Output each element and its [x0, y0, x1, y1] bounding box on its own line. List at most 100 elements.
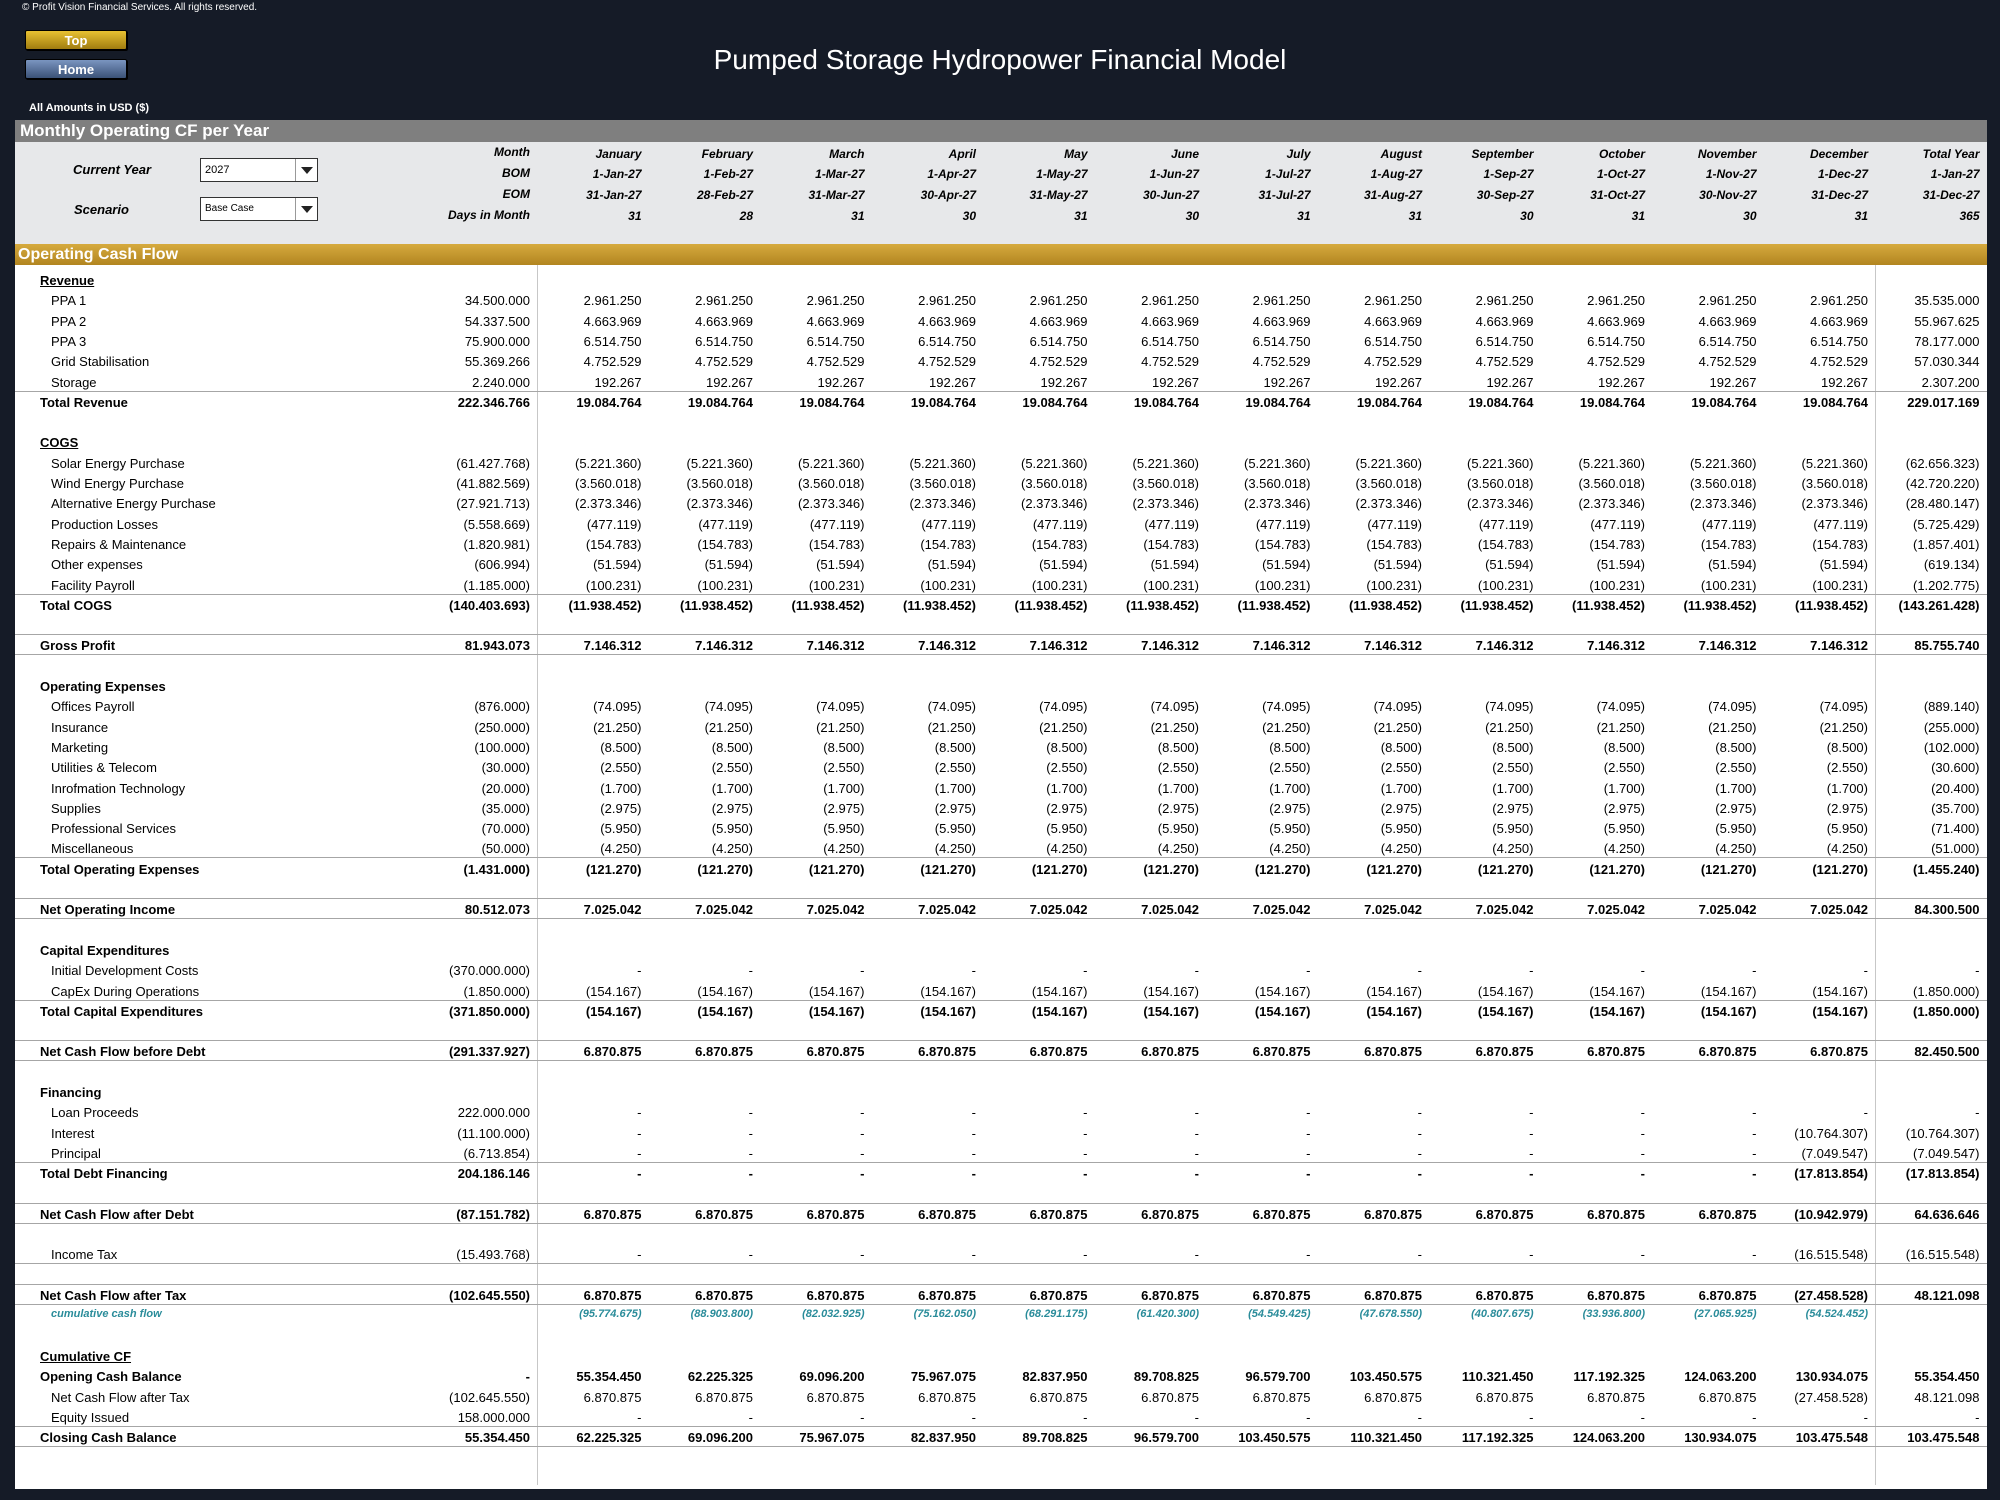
table-cell[interactable]: (100.231): [1254, 577, 1311, 593]
table-cell[interactable]: -: [1640, 1125, 1645, 1141]
table-cell[interactable]: (2.975): [600, 800, 642, 816]
table-cell[interactable]: (5.950): [823, 821, 865, 837]
table-cell[interactable]: 2.961.250: [1475, 293, 1534, 309]
table-cell[interactable]: (5.950): [1715, 821, 1757, 837]
table-cell[interactable]: 192.267: [817, 374, 865, 390]
table-cell[interactable]: 117.192.325: [1461, 1430, 1534, 1446]
table-cell[interactable]: (154.783): [697, 536, 753, 552]
table-cell[interactable]: (21.250): [1485, 719, 1534, 735]
table-cell[interactable]: (61.427.768): [456, 455, 530, 471]
table-cell[interactable]: (121.270): [1589, 861, 1645, 877]
table-cell[interactable]: 7.025.042: [1029, 902, 1088, 918]
table-cell[interactable]: -: [1194, 1247, 1199, 1263]
table-cell[interactable]: (21.250): [1596, 719, 1645, 735]
table-cell[interactable]: 7.025.042: [1698, 902, 1757, 918]
table-cell[interactable]: (1.700): [934, 780, 976, 796]
table-cell[interactable]: 4.663.969: [695, 313, 753, 329]
scenario-select[interactable]: Base Case: [200, 197, 318, 221]
table-cell[interactable]: 6.870.875: [1141, 1288, 1199, 1303]
table-cell[interactable]: 6.514.750: [695, 333, 753, 349]
table-cell[interactable]: 6.870.875: [1698, 1044, 1757, 1060]
table-cell[interactable]: 19.084.764: [1356, 394, 1422, 410]
table-cell[interactable]: (121.270): [808, 861, 865, 877]
table-cell[interactable]: (10.764.307): [1794, 1125, 1868, 1141]
table-cell[interactable]: 7.146.312: [583, 638, 642, 654]
table-cell[interactable]: (154.783): [1700, 536, 1757, 552]
table-cell[interactable]: (1.700): [1380, 780, 1422, 796]
table-cell[interactable]: (100.231): [697, 577, 753, 593]
table-cell[interactable]: (3.560.018): [1578, 476, 1646, 491]
table-cell[interactable]: -: [1194, 1145, 1199, 1161]
table-cell[interactable]: -: [748, 1105, 753, 1121]
table-cell[interactable]: 7.025.042: [1587, 902, 1645, 918]
table-cell[interactable]: (2.975): [823, 800, 865, 816]
table-cell[interactable]: 6.870.875: [806, 1044, 865, 1060]
table-cell[interactable]: (4.250): [1715, 841, 1757, 857]
table-cell[interactable]: 6.870.875: [695, 1288, 753, 1303]
table-cell[interactable]: 4.663.969: [583, 313, 642, 329]
table-cell[interactable]: (606.994): [474, 557, 530, 573]
table-cell[interactable]: (154.167): [1143, 1003, 1199, 1019]
table-cell[interactable]: 6.870.875: [1029, 1206, 1088, 1222]
table-cell[interactable]: (87.151.782): [456, 1206, 530, 1222]
table-cell[interactable]: 6.514.750: [1252, 333, 1311, 349]
table-cell[interactable]: 6.870.875: [1587, 1288, 1645, 1303]
table-cell[interactable]: (8.500): [1492, 739, 1534, 755]
table-cell[interactable]: 4.752.529: [695, 354, 753, 370]
table-cell[interactable]: (74.095): [1262, 699, 1311, 715]
table-cell[interactable]: -: [971, 1145, 976, 1161]
table-cell[interactable]: 2.961.250: [1698, 293, 1757, 309]
home-button[interactable]: Home: [25, 59, 127, 79]
table-cell[interactable]: (51.594): [1039, 557, 1088, 573]
table-cell[interactable]: (50.000): [481, 841, 530, 857]
table-cell[interactable]: (1.850.000): [463, 983, 531, 999]
table-cell[interactable]: (51.000): [1931, 841, 1980, 857]
table-cell[interactable]: 4.663.969: [1141, 313, 1199, 329]
table-cell[interactable]: (3.560.018): [1021, 476, 1088, 491]
table-cell[interactable]: (51.594): [816, 557, 865, 573]
table-cell[interactable]: (121.270): [920, 861, 976, 877]
table-cell[interactable]: (8.500): [934, 739, 976, 755]
table-cell[interactable]: -: [1306, 963, 1311, 979]
table-cell[interactable]: (54.549.425): [1248, 1308, 1311, 1321]
table-cell[interactable]: 6.870.875: [1141, 1044, 1199, 1060]
table-cell[interactable]: 48.121.098: [1914, 1389, 1980, 1405]
table-cell[interactable]: -: [1640, 1247, 1645, 1263]
table-cell[interactable]: 78.177.000: [1914, 333, 1980, 349]
table-cell[interactable]: 2.961.250: [1029, 293, 1088, 309]
table-cell[interactable]: -: [971, 1409, 976, 1425]
table-cell[interactable]: (51.594): [1596, 557, 1645, 573]
table-cell[interactable]: 4.663.969: [1364, 313, 1422, 329]
table-cell[interactable]: (21.250): [1262, 719, 1311, 735]
table-cell[interactable]: (100.231): [1589, 577, 1645, 593]
table-cell[interactable]: 117.192.325: [1573, 1369, 1645, 1385]
table-cell[interactable]: 7.146.312: [695, 638, 753, 654]
table-cell[interactable]: (11.938.452): [1125, 597, 1199, 613]
table-cell[interactable]: (154.167): [1366, 983, 1422, 999]
table-cell[interactable]: -: [1306, 1166, 1311, 1182]
table-cell[interactable]: (95.774.675): [579, 1308, 642, 1321]
table-cell[interactable]: -: [1194, 1409, 1199, 1425]
table-cell[interactable]: -: [1083, 1409, 1088, 1425]
table-cell[interactable]: (100.231): [920, 577, 976, 593]
table-cell[interactable]: (5.221.360): [1021, 455, 1088, 471]
table-cell[interactable]: 192.267: [1486, 374, 1534, 390]
table-cell[interactable]: (11.100.000): [457, 1125, 530, 1141]
current-year-select[interactable]: 2027: [200, 158, 318, 182]
table-cell[interactable]: (20.400): [1931, 780, 1980, 796]
table-cell[interactable]: (8.500): [1715, 739, 1757, 755]
table-cell[interactable]: (2.550): [934, 760, 976, 776]
table-cell[interactable]: (154.167): [1812, 1003, 1868, 1019]
table-cell[interactable]: (1.202.775): [1913, 577, 1980, 593]
table-cell[interactable]: -: [748, 1125, 753, 1141]
table-cell[interactable]: (477.119): [1144, 516, 1199, 532]
table-cell[interactable]: -: [1863, 963, 1868, 979]
table-cell[interactable]: (5.221.360): [1132, 455, 1200, 471]
table-cell[interactable]: (121.270): [1143, 861, 1199, 877]
table-cell[interactable]: 6.514.750: [583, 333, 642, 349]
table-cell[interactable]: (5.950): [1826, 821, 1868, 837]
table-cell[interactable]: 7.146.312: [1475, 638, 1534, 654]
table-cell[interactable]: -: [1083, 963, 1088, 979]
table-cell[interactable]: (4.250): [1492, 841, 1534, 857]
table-cell[interactable]: (3.560.018): [686, 476, 754, 491]
